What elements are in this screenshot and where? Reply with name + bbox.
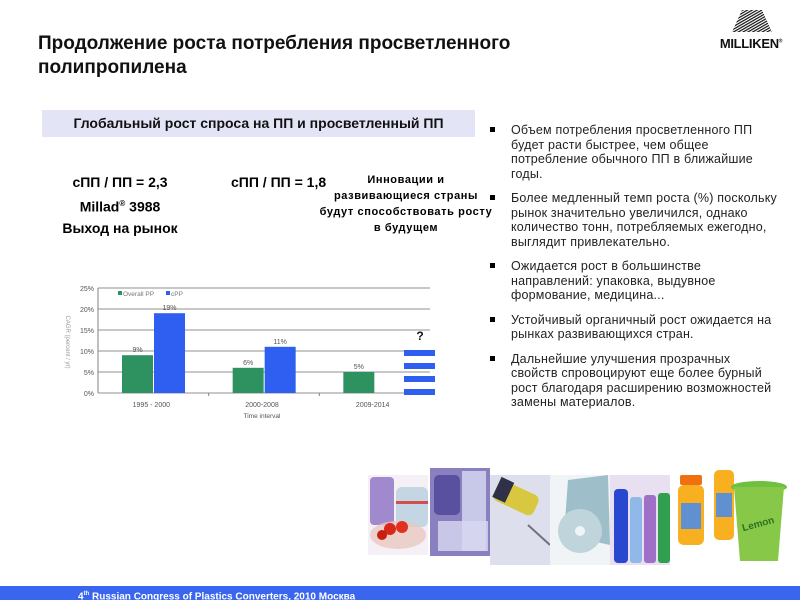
forecast-bar-segment <box>404 363 435 369</box>
stat-right-note: Инновации и развивающиеся страны будут с… <box>306 172 506 236</box>
chart-canvas: 0% 5% 10% 15% 20% 25% CAGR (percent / yr) 1995 … <box>64 286 435 420</box>
bullet-square-icon <box>490 355 495 361</box>
photo-lemon-cup: Lemon <box>731 481 787 561</box>
y-tick-label: 0% <box>84 391 94 398</box>
bar-value-label: 6% <box>243 360 253 367</box>
forecast-bar-segment <box>404 376 435 382</box>
section-band: Глобальный рост спроса на ПП и просветле… <box>42 110 475 137</box>
legend-label: cPP <box>171 291 183 298</box>
bullet-square-icon <box>490 316 495 322</box>
bar-cpp <box>264 346 296 393</box>
bar-value-label: 9% <box>132 347 142 354</box>
x-tick-label: 2000-2008 <box>245 402 279 409</box>
photo-food-containers <box>368 475 428 555</box>
bar-overall-pp <box>343 372 375 393</box>
bar-overall-pp <box>232 367 264 393</box>
photo-cd-case <box>550 475 610 565</box>
forecast-bar-segment <box>404 350 435 356</box>
product-photo-strip: Lemon <box>368 465 798 565</box>
footer-bar: 4th Russian Congress of Plastics Convert… <box>0 586 800 600</box>
photo-syringe <box>490 475 551 565</box>
forecast-question-mark: ? <box>416 329 423 343</box>
bullet-item: Устойчивый органичный рост ожидается на … <box>488 313 778 342</box>
y-tick-label: 5% <box>84 370 94 377</box>
photo-bottles <box>610 475 670 565</box>
x-tick-label: 2009-2014 <box>356 402 390 409</box>
stat-left-ratio: сПП / ПП = 2,3 <box>72 174 168 190</box>
footer-text: 4th Russian Congress of Plastics Convert… <box>78 591 356 600</box>
bullet-item: Дальнейшие улучшения прозрачных свойств … <box>488 352 778 410</box>
logo-wordmark: MILLIKEN® <box>719 36 783 51</box>
stat-left-caption: Выход на рынок <box>62 219 178 236</box>
stat-right-line: будут способствовать росту <box>319 206 493 218</box>
stat-left: сПП / ПП = 2,3 Millad® 3988 Выход на рын… <box>50 172 190 239</box>
y-axis-label: CAGR (percent / yr) <box>64 315 70 368</box>
bullet-item: Объем потребления просветленного ПП буде… <box>488 123 778 181</box>
photo-juice-bottles <box>678 470 734 545</box>
bullet-square-icon <box>490 195 495 200</box>
stat-right-line: развивающиеся страны <box>333 190 479 202</box>
forecast-bar-segment <box>404 389 435 395</box>
bar-overall-pp <box>122 355 153 393</box>
bullet-square-icon <box>490 127 495 132</box>
stat-right-line: Инновации и <box>367 174 445 186</box>
photo-housewares <box>430 468 490 556</box>
section-band-title: Глобальный рост спроса на ПП и просветле… <box>73 115 444 131</box>
milliken-logo-mark-icon <box>732 10 772 32</box>
growth-bar-chart: 0% 5% 10% 15% 20% 25% CAGR (percent / yr) 1995 … <box>60 280 440 430</box>
x-tick-label: 1995 - 2000 <box>133 402 170 409</box>
bullet-item: Ожидается рост в большинстве направлений… <box>488 259 778 303</box>
bullet-item: Более медленный темп роста (%) поскольку… <box>488 191 778 249</box>
stat-right-line: в будущем <box>373 222 439 234</box>
y-tick-label: 25% <box>80 286 94 293</box>
bullet-square-icon <box>490 263 495 268</box>
bar-cpp <box>154 313 185 393</box>
y-tick-label: 20% <box>80 307 94 314</box>
stat-mid-ratio: сПП / ПП = 1,8 <box>231 174 327 190</box>
legend-label: Overall PP <box>123 291 154 298</box>
legend-swatch-cpp <box>166 291 170 295</box>
legend-swatch-overall-pp <box>118 291 122 295</box>
y-tick-label: 10% <box>80 349 94 356</box>
y-tick-label: 15% <box>80 328 94 335</box>
milliken-logo: MILLIKEN® <box>716 10 786 52</box>
x-axis-label: Time interval <box>244 413 282 420</box>
bullet-list: Объем потребления просветленного ПП буде… <box>488 123 778 420</box>
bar-value-label: 11% <box>273 339 287 346</box>
bar-value-label: 5% <box>354 364 364 371</box>
stat-left-product: Millad® 3988 <box>79 198 161 215</box>
bar-value-label: 19% <box>162 305 176 312</box>
slide-title: Продолжение роста потребления просветлен… <box>38 33 511 78</box>
